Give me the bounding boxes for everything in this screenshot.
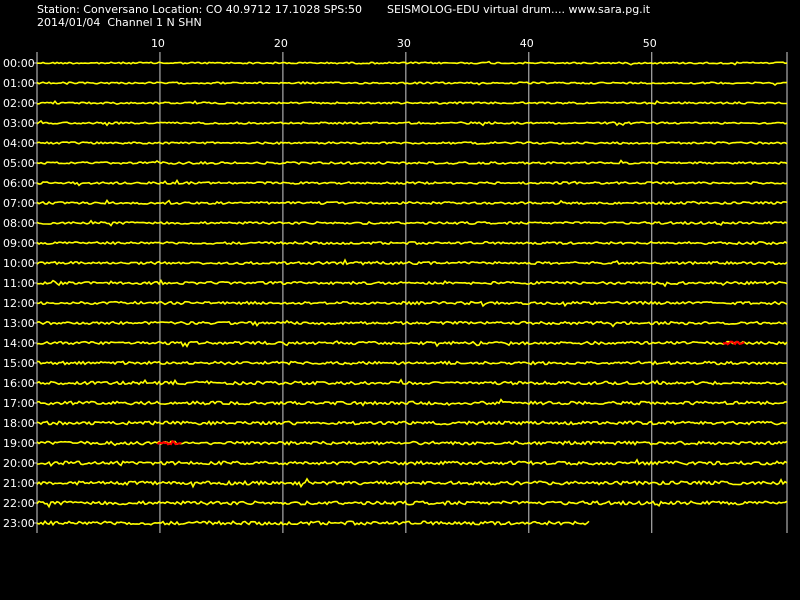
minute-tick-label: 20 [274, 37, 288, 50]
minute-tick-label: 10 [151, 37, 165, 50]
hour-label: 12:00 [3, 297, 35, 310]
hour-label: 14:00 [3, 337, 35, 350]
trace-2100 [36, 477, 788, 489]
event-marker [156, 439, 182, 446]
trace-0200 [37, 99, 787, 106]
hour-label: 15:00 [3, 357, 35, 370]
trace-1500 [37, 360, 788, 366]
minute-tick-label: 30 [397, 37, 411, 50]
trace-1200 [37, 300, 788, 308]
hour-label: 00:00 [3, 57, 35, 70]
hour-label: 10:00 [3, 257, 35, 270]
trace-2000 [37, 458, 788, 468]
trace-0300 [36, 119, 788, 127]
hour-label: 07:00 [3, 197, 35, 210]
trace-0600 [36, 178, 788, 187]
hour-label: 21:00 [3, 477, 35, 490]
hour-label: 06:00 [3, 177, 35, 190]
trace-0500 [36, 159, 788, 165]
hour-label: 11:00 [3, 277, 35, 290]
date-channel: 2014/01/04 Channel 1 N SHN [37, 16, 202, 29]
trace-1800 [36, 420, 788, 426]
minute-tick-label: 50 [643, 37, 657, 50]
hour-label: 02:00 [3, 97, 35, 110]
hour-label: 17:00 [3, 397, 35, 410]
trace-0400 [36, 140, 788, 146]
trace-1900 [36, 440, 788, 447]
hour-label: 13:00 [3, 317, 35, 330]
hour-label: 20:00 [3, 457, 35, 470]
trace-1700 [36, 398, 788, 407]
hour-label: 04:00 [3, 137, 35, 150]
station-info: Station: Conversano Location: CO 40.9712… [37, 3, 362, 16]
event-marker [722, 340, 745, 346]
hour-label: 08:00 [3, 217, 35, 230]
trace-0700 [36, 199, 788, 206]
trace-1100 [36, 279, 788, 288]
trace-0000 [37, 60, 788, 66]
trace-1400 [36, 340, 788, 348]
trace-1000 [36, 258, 788, 266]
hour-label: 16:00 [3, 377, 35, 390]
trace-1300 [36, 319, 788, 328]
trace-0900 [36, 240, 788, 246]
hour-label: 05:00 [3, 157, 35, 170]
app-brand: SEISMOLOG-EDU virtual drum.... www.sara.… [387, 3, 651, 16]
minute-tick-label: 40 [520, 37, 534, 50]
hour-label: 18:00 [3, 417, 35, 430]
hour-label: 03:00 [3, 117, 35, 130]
hour-label: 01:00 [3, 77, 35, 90]
trace-2200 [36, 499, 788, 509]
hour-label: 19:00 [3, 437, 35, 450]
hour-label: 23:00 [3, 517, 35, 530]
hour-label: 22:00 [3, 497, 35, 510]
trace-0100 [36, 80, 788, 87]
trace-0800 [36, 219, 788, 227]
hour-label: 09:00 [3, 237, 35, 250]
trace-2300 [36, 520, 590, 527]
trace-1600 [36, 378, 788, 386]
